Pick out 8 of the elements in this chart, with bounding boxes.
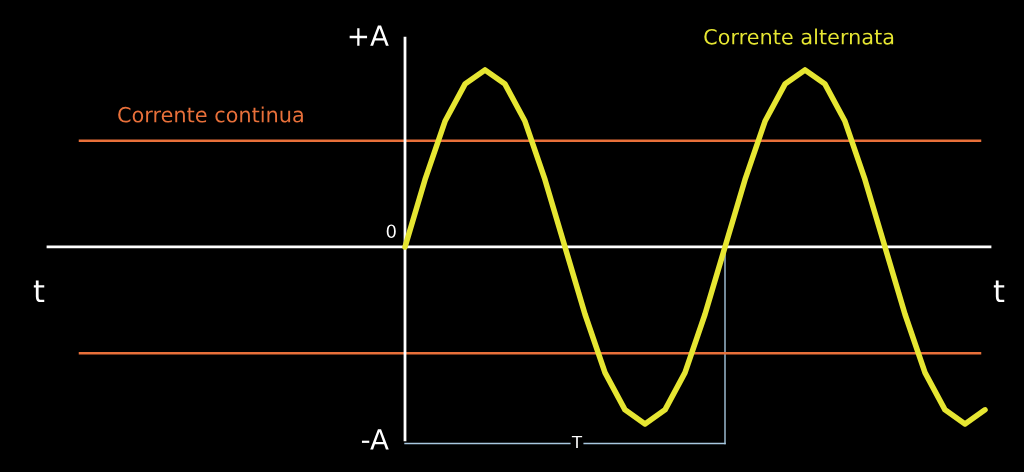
text: -A — [361, 429, 389, 450]
series-label: Corrente alternata — [704, 28, 894, 45]
text: t — [993, 280, 1005, 303]
text: +A — [349, 25, 389, 46]
text: T — [571, 435, 583, 449]
annotation: 0 — [386, 224, 396, 239]
ref-line-label: Corrente continua — [118, 106, 303, 123]
text: t — [33, 280, 45, 303]
